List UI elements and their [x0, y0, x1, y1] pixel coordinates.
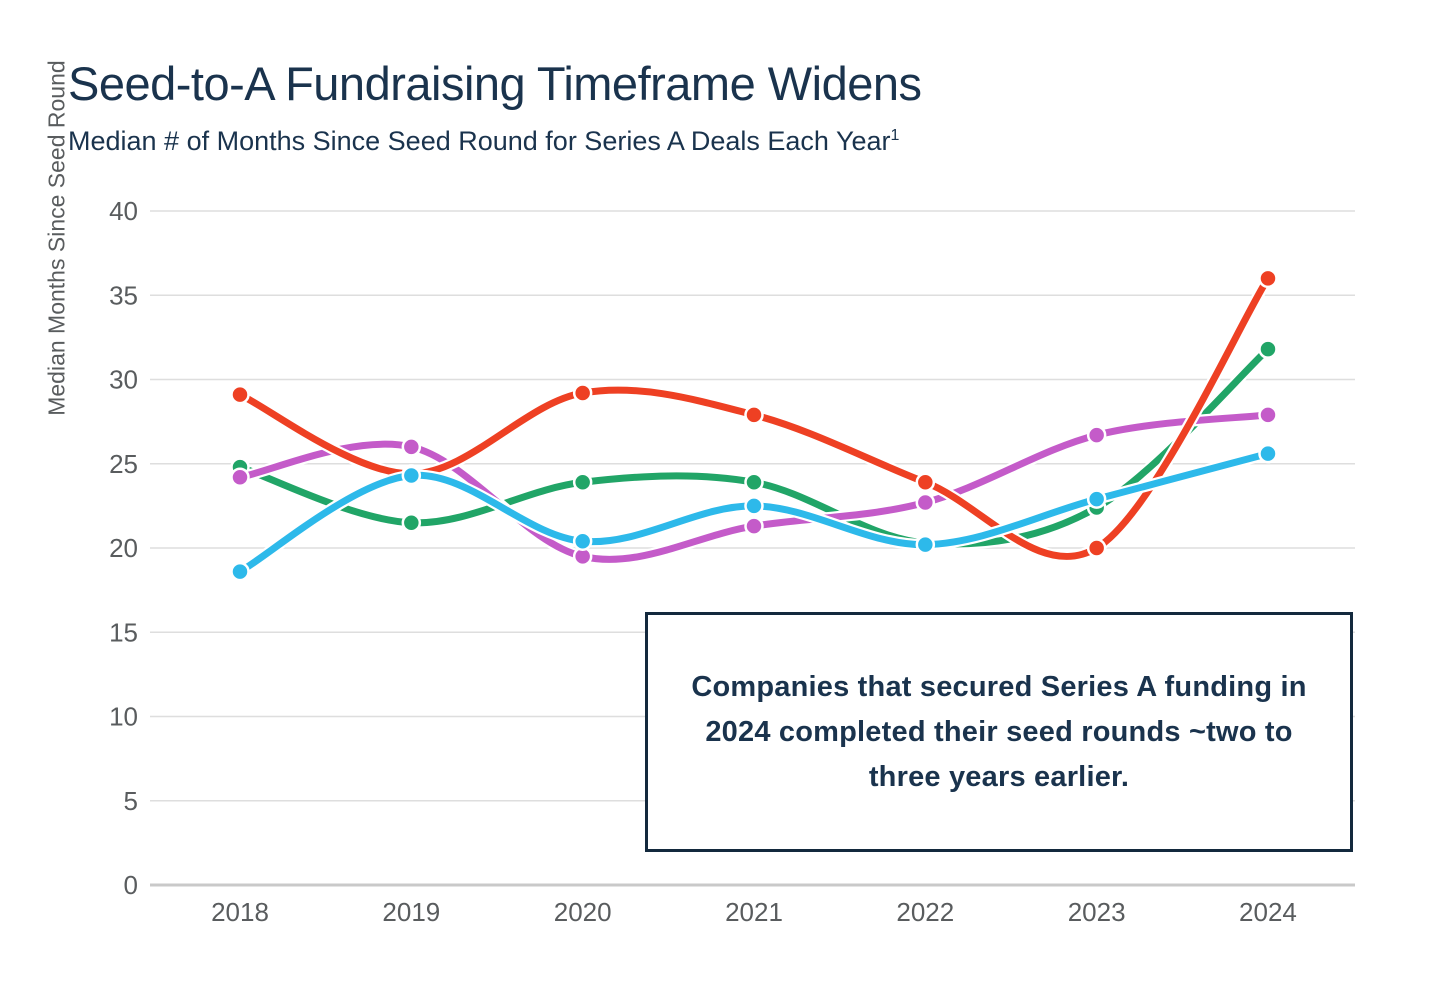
red-series-marker: [1086, 538, 1107, 558]
purple-series-marker: [230, 467, 250, 487]
x-tick-label: 2024: [1239, 897, 1297, 927]
green-series-marker: [744, 472, 764, 493]
y-tick-label: 30: [109, 365, 138, 395]
x-tick-label: 2021: [725, 897, 783, 927]
footnote-marker: 1: [890, 127, 900, 144]
blue-series-marker: [230, 561, 250, 582]
y-tick-label: 20: [109, 533, 138, 563]
red-series-marker: [230, 384, 250, 405]
y-tick-label: 0: [124, 870, 138, 900]
x-tick-label: 2020: [554, 897, 612, 927]
x-tick-label: 2018: [211, 897, 269, 927]
chart-subtitle-text: Median # of Months Since Seed Round for …: [68, 126, 891, 156]
red-series-marker: [1258, 268, 1278, 289]
y-tick-label: 40: [109, 196, 138, 226]
purple-series-marker: [401, 437, 422, 457]
green-series-marker: [572, 472, 593, 493]
y-tick-label: 35: [109, 280, 138, 310]
red-series-marker: [572, 383, 593, 403]
blue-series-marker: [401, 465, 422, 486]
blue-series-marker: [1086, 489, 1107, 509]
purple-series-marker: [744, 516, 764, 536]
green-series-marker: [1258, 339, 1278, 359]
annotation-text: Companies that secured Series A funding …: [691, 670, 1307, 793]
purple-series-marker: [915, 492, 936, 513]
chart-subtitle: Median # of Months Since Seed Round for …: [68, 126, 899, 157]
y-tick-label: 5: [124, 786, 138, 816]
green-series-marker: [401, 512, 422, 533]
y-tick-label: 15: [109, 617, 138, 647]
purple-series-marker: [1258, 405, 1278, 425]
red-series-marker: [744, 405, 764, 425]
annotation-box: Companies that secured Series A funding …: [645, 612, 1353, 852]
blue-series-marker: [915, 534, 936, 555]
x-tick-label: 2022: [896, 897, 954, 927]
y-tick-label: 25: [109, 449, 138, 479]
red-series-marker: [915, 472, 936, 493]
x-tick-label: 2023: [1068, 897, 1126, 927]
chart-title: Seed-to-A Fundraising Timeframe Widens: [68, 57, 922, 110]
y-tick-label: 10: [109, 702, 138, 732]
blue-series-marker: [744, 496, 764, 516]
purple-series-marker: [1086, 425, 1107, 445]
blue-series-marker: [1258, 443, 1278, 464]
blue-series-marker: [572, 531, 593, 552]
x-tick-label: 2019: [382, 897, 440, 927]
